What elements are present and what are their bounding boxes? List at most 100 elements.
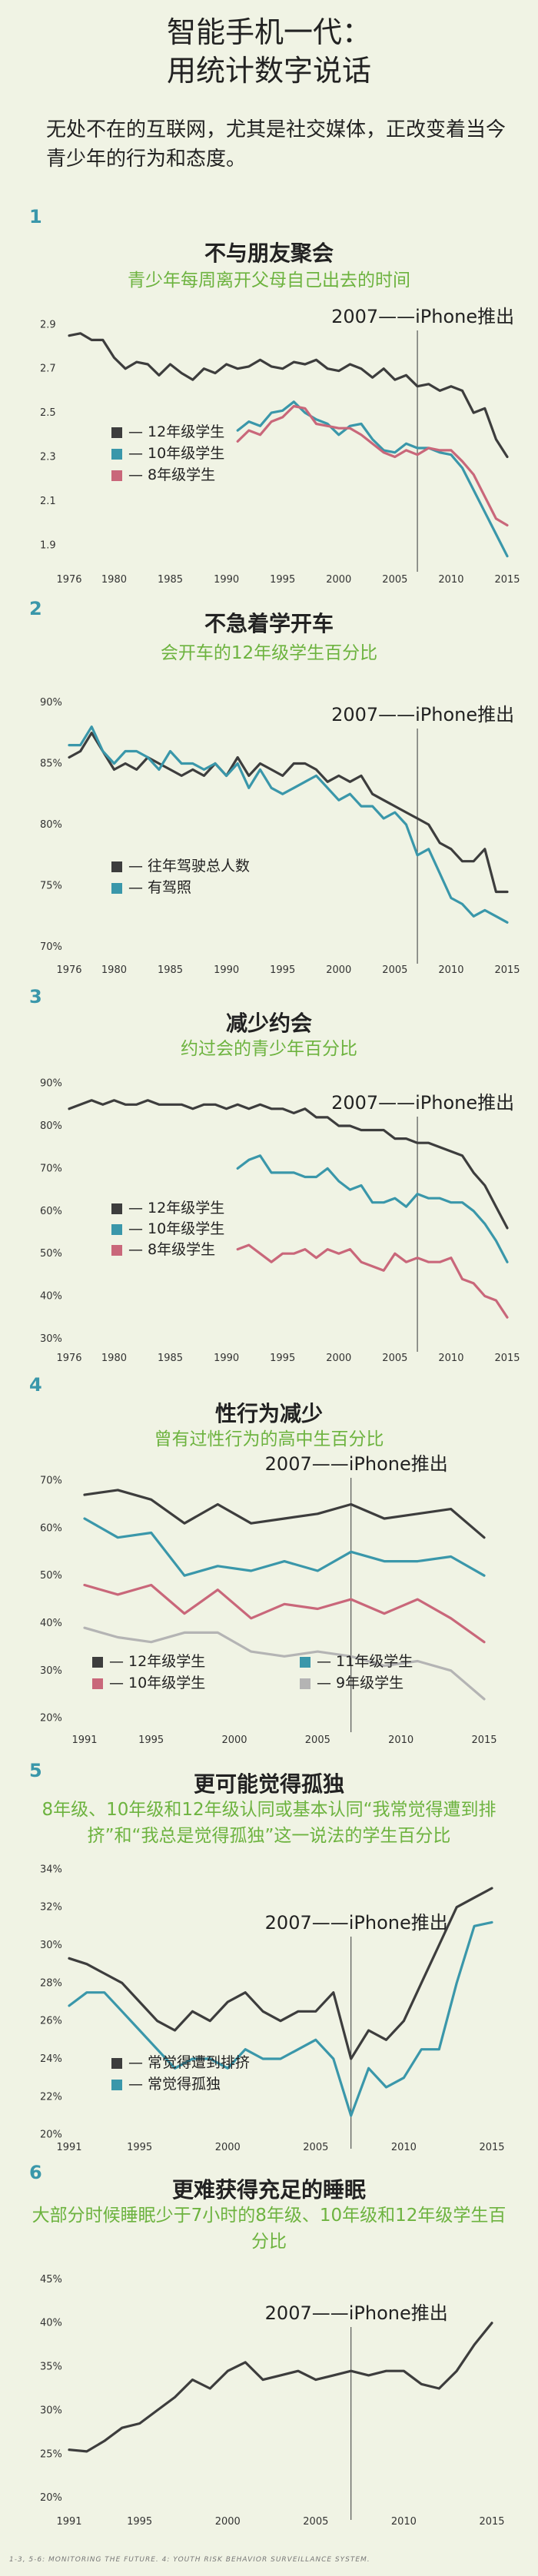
y-tick-label: 60% (40, 1206, 62, 1217)
y-tick-label: 20% (40, 2130, 62, 2141)
legend-label: — 8年级学生 (128, 466, 215, 483)
x-tick-label: 2015 (494, 964, 520, 976)
x-tick-label: 2015 (471, 1734, 496, 1746)
y-tick-label: 30% (40, 1333, 62, 1345)
y-tick-label: 45% (40, 2274, 62, 2286)
legend-swatch (300, 1657, 311, 1668)
x-tick-label: 2000 (326, 1353, 351, 1364)
legend-label: — 11年级学生 (317, 1653, 413, 1670)
series-line (68, 1920, 493, 2117)
section-number: 3 (29, 986, 42, 1007)
y-tick-label: 70% (40, 941, 62, 953)
iphone-annotation: 2007——iPhone推出 (331, 306, 514, 327)
x-tick-label: 2005 (303, 2516, 328, 2528)
chart-1: 2.9 2.7 2.5 2.3 2.1 1.9 1976 1980 1985 1990 1995 20… (40, 306, 520, 586)
legend-swatch (300, 1678, 311, 1689)
legend-swatch (92, 1678, 103, 1689)
x-tick-label: 1980 (101, 1353, 127, 1364)
legend-label: — 9年级学生 (317, 1675, 404, 1691)
chart-subtitle: 8年级、10年级和12年级认同或基本认同“我常觉得遭到排挤”和“我总是觉得孤独”… (42, 1800, 496, 1846)
series-line (236, 404, 509, 527)
x-tick-label: 1991 (56, 2516, 81, 2528)
x-tick-label: 2010 (391, 2516, 417, 2528)
section-6: 6 更难获得充足的睡眠 大部分时候睡眠少于7小时的8年级、10年级和12年级学生… (0, 2162, 538, 2556)
x-tick-label: 2000 (215, 2142, 241, 2153)
chart-subtitle: 青少年每周离开父母自己出去的时间 (128, 271, 410, 290)
y-tick-label: 28% (40, 1977, 62, 1989)
series-line (68, 2322, 493, 2453)
x-tick-label: 1995 (127, 2142, 152, 2153)
legend-label: — 10年级学生 (109, 1675, 205, 1691)
y-tick-label: 75% (40, 881, 62, 892)
y-tick-label: 32% (40, 1902, 62, 1914)
x-tick-label: 1976 (56, 574, 81, 586)
x-tick-label: 1995 (270, 1353, 295, 1364)
x-tick-label: 2005 (382, 1353, 407, 1364)
x-tick-label: 1980 (101, 574, 127, 586)
y-tick-label: 2.1 (40, 496, 56, 507)
legend-label: — 12年级学生 (128, 423, 224, 440)
series-line (83, 1583, 486, 1644)
x-tick-label: 2015 (479, 2516, 504, 2528)
y-tick-label: 22% (40, 2091, 62, 2103)
legend-swatch (111, 883, 122, 894)
chart-title: 不急着学开车 (204, 611, 334, 636)
legend-label: — 常觉得孤独 (128, 2076, 221, 2093)
iphone-annotation: 2007——iPhone推出 (265, 1453, 448, 1475)
y-tick-label: 2.3 (40, 452, 56, 463)
chart-title: 不与朋友聚会 (204, 241, 334, 266)
legend-swatch (111, 1203, 122, 1214)
y-tick-label: 2.9 (40, 319, 56, 330)
section-number: 1 (29, 206, 42, 227)
x-tick-label: 1990 (214, 964, 239, 976)
series-line (236, 1154, 509, 1263)
x-tick-label: 1976 (56, 1353, 81, 1364)
y-tick-label: 40% (40, 1291, 62, 1303)
legend-swatch (111, 449, 122, 460)
y-tick-label: 34% (40, 1864, 62, 1875)
y-tick-label: 40% (40, 1618, 62, 1629)
x-tick-label: 1980 (101, 964, 127, 976)
section-4: 4 性行为减少 曾有过性行为的高中生百分比 70% 60% 50% 40% 30% 20%… (0, 1374, 538, 1760)
legend-label: — 10年级学生 (128, 445, 224, 462)
series-line (68, 1099, 509, 1230)
y-tick-label: 80% (40, 1120, 62, 1132)
x-tick-label: 2005 (382, 964, 407, 976)
x-tick-label: 2015 (494, 574, 520, 586)
legend-swatch (111, 1224, 122, 1235)
x-tick-label: 1991 (71, 1734, 97, 1746)
y-tick-label: 50% (40, 1248, 62, 1260)
series-line (83, 1626, 486, 1701)
y-tick-label: 20% (40, 1713, 62, 1725)
y-tick-label: 30% (40, 1665, 62, 1677)
iphone-annotation: 2007——iPhone推出 (331, 704, 514, 725)
section-1: 1 不与朋友聚会 青少年每周离开父母自己出去的时间 2.9 2.7 2.5 2.3 2.… (0, 206, 538, 598)
chart-subtitle: 曾有过性行为的高中生百分比 (154, 1429, 384, 1449)
chart-title: 更可能觉得孤独 (193, 1771, 344, 1797)
y-tick-label: 26% (40, 2016, 62, 2027)
series-line (68, 332, 509, 459)
chart-4: 70% 60% 50% 40% 30% 20% 1991 1995 2000 2005 2010 20… (40, 1453, 497, 1746)
series-line (236, 400, 509, 558)
x-tick-label: 1995 (127, 2516, 152, 2528)
chart-title: 更难获得充足的睡眠 (171, 2177, 366, 2203)
y-tick-label: 2.5 (40, 407, 56, 419)
x-tick-label: 1990 (214, 1353, 239, 1364)
x-tick-label: 1976 (56, 964, 81, 976)
page-title-line2: 用统计数字说话 (166, 54, 371, 88)
chart-title: 减少约会 (225, 1011, 312, 1036)
iphone-annotation: 2007——iPhone推出 (331, 1092, 514, 1114)
legend-swatch (111, 427, 122, 438)
legend-label: — 10年级学生 (128, 1220, 224, 1237)
legend-label: — 8年级学生 (128, 1241, 215, 1258)
y-tick-label: 35% (40, 2362, 62, 2373)
series-line (236, 1243, 509, 1319)
source-footnote: 1-3, 5-6: MONITORING THE FUTURE. 4: YOUT… (9, 2556, 370, 2564)
y-tick-label: 24% (40, 2053, 62, 2065)
x-tick-label: 2000 (326, 964, 351, 976)
iphone-annotation: 2007——iPhone推出 (265, 2302, 448, 2324)
y-tick-label: 90% (40, 697, 62, 709)
legend-swatch (111, 1245, 122, 1256)
x-tick-label: 1995 (138, 1734, 164, 1746)
